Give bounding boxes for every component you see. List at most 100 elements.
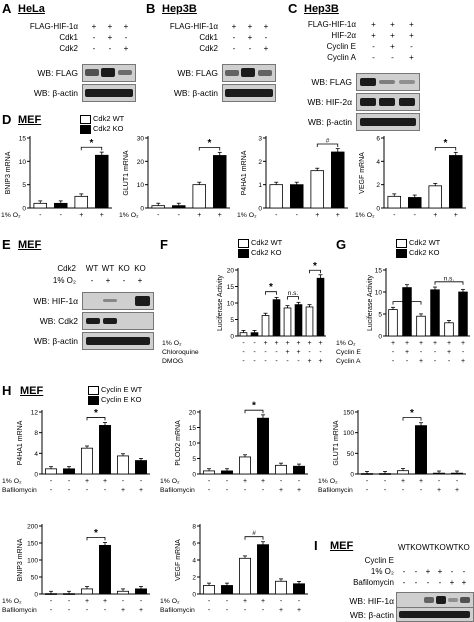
y-tick-label: 50	[347, 451, 355, 458]
condition-label: 1% O₂	[2, 478, 22, 485]
genotype-cell: KO	[118, 264, 130, 273]
bar	[257, 417, 269, 475]
bar	[250, 332, 259, 337]
condition-sign: +	[401, 478, 405, 485]
condition-sign: -	[384, 487, 387, 494]
sign-cell: -	[402, 567, 406, 576]
condition-sign: +	[419, 358, 423, 365]
sign-cell: +	[231, 22, 237, 31]
condition-sign: +	[419, 340, 423, 347]
condition-label: Bafilomycin	[2, 607, 37, 614]
sign-cell: -	[438, 578, 442, 587]
condition-sign: -	[157, 212, 160, 219]
condition-sign: -	[462, 349, 465, 356]
condition-sign: -	[104, 607, 107, 614]
sign-cell: +	[390, 42, 395, 51]
condition-sign: -	[244, 487, 247, 494]
significance-marker: *	[269, 282, 273, 293]
row-label: FLAG-HIF-1α	[307, 20, 356, 29]
row-label: Bafilomycin	[353, 578, 394, 587]
condition-sign: +	[218, 212, 222, 219]
sign-cell: +	[247, 22, 253, 31]
chart-bnip3-d: 0 5 10 15 BNIP3 mRNA 1% O₂ - - + + *	[1, 136, 112, 219]
genotype-cell: KO	[134, 264, 146, 273]
condition-sign: +	[139, 487, 143, 494]
panel-letter-b: B	[146, 1, 156, 16]
condition-sign: -	[434, 349, 437, 356]
sign-cell: +	[449, 578, 455, 587]
blot-hif1-i	[396, 592, 474, 608]
bar	[203, 585, 215, 595]
legend-label: Cdk2 WT	[409, 238, 441, 247]
condition-sign: -	[297, 358, 300, 365]
condition-sign: -	[253, 349, 256, 356]
bar	[135, 460, 147, 475]
y-tick-label: 10	[137, 182, 145, 189]
row-label: Cdk2	[199, 44, 218, 53]
condition-sign: -	[226, 598, 229, 605]
condition-sign: -	[39, 212, 42, 219]
sign-cell: -	[232, 44, 236, 53]
row-label: Cyclin A	[327, 53, 356, 62]
genotype-cell: WT	[422, 543, 435, 552]
condition-label: 1% O₂	[119, 212, 139, 219]
bar	[94, 154, 109, 209]
bar	[117, 590, 129, 595]
y-tick-label: 6	[376, 136, 380, 143]
legend-item: Cdk2 WT	[238, 238, 282, 248]
bar	[99, 544, 111, 595]
condition-sign: +	[296, 349, 300, 356]
chart-vegf-d: 0 2 4 6 VEGF mRNA 1% O₂ - - + + *	[355, 136, 466, 219]
condition-sign: -	[366, 487, 369, 494]
condition-sign: +	[405, 349, 409, 356]
sign-cell: -	[462, 567, 466, 576]
bar	[416, 315, 426, 337]
sign-cell: -	[232, 33, 236, 42]
bar	[448, 155, 463, 209]
bar	[192, 184, 207, 209]
significance-bracket	[434, 147, 457, 151]
y-tick-label: 20	[227, 268, 235, 275]
legend-label: Cdk2 KO	[409, 248, 440, 257]
condition-sign: +	[454, 212, 458, 219]
condition-label: 1% O₂	[160, 478, 180, 485]
significance-bracket	[434, 281, 464, 285]
panel-c-title: Hep3B	[304, 3, 339, 15]
condition-sign: +	[261, 598, 265, 605]
panel-e-title: MEF	[18, 239, 42, 251]
significance-marker: *	[90, 138, 94, 149]
condition-sign: -	[393, 212, 396, 219]
sign-cell: +	[390, 20, 395, 29]
significance-marker: *	[94, 528, 98, 539]
condition-sign: -	[226, 478, 229, 485]
legend-item: Cdk2 WT	[396, 238, 440, 248]
bar	[444, 322, 454, 337]
blot-label: WB: β-actin	[173, 88, 218, 98]
condition-sign: +	[297, 487, 301, 494]
y-tick-label: 2	[192, 575, 196, 582]
y-tick-label: 5	[22, 182, 26, 189]
condition-sign: -	[275, 358, 278, 365]
significance-marker: *	[208, 138, 212, 149]
significance-marker: #	[326, 138, 330, 145]
blot-actin-i	[396, 607, 474, 622]
row-label: Cdk2	[59, 44, 78, 53]
significance-marker: *	[410, 408, 414, 419]
sign-cell: +	[461, 578, 467, 587]
blot-label: WB: FLAG	[37, 68, 78, 78]
bar	[397, 470, 409, 475]
row-label: Cdk2	[57, 264, 76, 273]
condition-sign: -	[420, 487, 423, 494]
bar	[221, 470, 233, 475]
y-tick-label: 150	[343, 410, 354, 417]
sign-cell: -	[122, 276, 126, 285]
bar	[117, 455, 129, 475]
condition-sign: -	[226, 607, 229, 614]
bar	[294, 304, 303, 337]
significance-marker: *	[444, 138, 448, 149]
condition-sign: +	[121, 487, 125, 494]
bar	[316, 277, 325, 337]
bar	[433, 472, 445, 475]
blot-actin-b	[222, 84, 276, 102]
